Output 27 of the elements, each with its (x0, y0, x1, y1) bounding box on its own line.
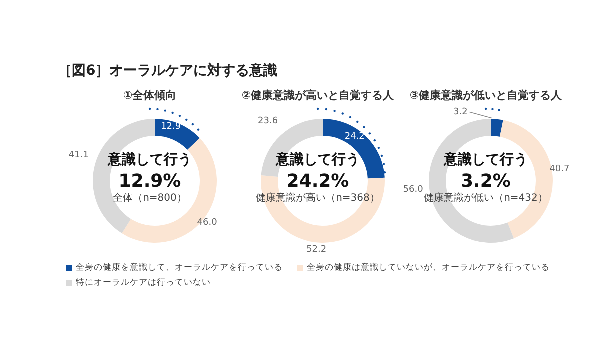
chart-title: ［図6］オーラルケアに対する意識 (58, 62, 278, 80)
text: 3.2% (461, 171, 511, 192)
chart-subtitle: ①全体傾向 (123, 89, 177, 102)
donut-slice (122, 138, 217, 243)
chart-title: ③健康意識が低いと自覚する人 (410, 89, 562, 102)
text: 健康意識が低い（n=432） (424, 193, 548, 204)
legend-label: 特にオーラルケアは行っていない (75, 277, 211, 289)
text: 意識して行う (274, 151, 361, 170)
text: 12.9% (118, 171, 182, 192)
legend-label: 全身の健康は意識していないが、オーラルケアを行っている (306, 262, 550, 274)
data-label: 24.2 (344, 132, 365, 142)
data-label: 3.2 (454, 107, 468, 118)
text: 24.2% (286, 171, 350, 192)
data-label: 56.0 (403, 184, 424, 195)
text: 全体（n=800） (112, 192, 188, 206)
donut-slice (491, 119, 504, 137)
donut-slice (155, 119, 200, 150)
data-label: 23.6 (258, 116, 278, 126)
text: 意識して行う (108, 152, 192, 168)
data-label: 52.2 (306, 244, 327, 255)
text: 意識して行う (444, 152, 528, 168)
data-label: 40.7 (550, 164, 570, 174)
text: 健康意識が高い（n=368） (256, 193, 380, 204)
chart-title: ②健康意識が高いと自覚する人 (242, 89, 394, 102)
data-label: 46.0 (197, 218, 218, 228)
data-label: 41.1 (68, 150, 89, 161)
legend-label: 全身の健康を意識して、オーラルケアを行っている (75, 262, 283, 274)
